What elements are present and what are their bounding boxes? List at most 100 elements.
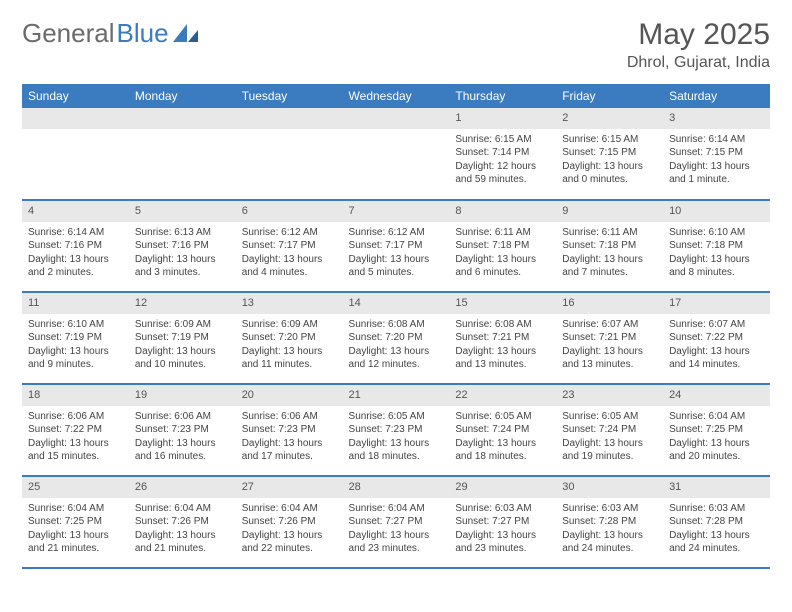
calendar-cell: 5 Sunrise: 6:13 AMSunset: 7:16 PMDaylight… [129,200,236,292]
daylight-text: Daylight: 13 hours and 21 minutes. [28,529,123,556]
calendar-cell: 14Sunrise: 6:08 AMSunset: 7:20 PMDayligh… [343,292,450,384]
calendar-cell [22,108,129,200]
daylight-text: Daylight: 13 hours and 13 minutes. [455,345,550,372]
calendar-cell: 22Sunrise: 6:05 AMSunset: 7:24 PMDayligh… [449,384,556,476]
calendar-cell: 3Sunrise: 6:14 AMSunset: 7:15 PMDaylight… [663,108,770,200]
sunrise-text: Sunrise: 6:15 AM [455,133,550,147]
daylight-text: Daylight: 13 hours and 11 minutes. [242,345,337,372]
daylight-text: Daylight: 13 hours and 12 minutes. [349,345,444,372]
calendar-row: 25Sunrise: 6:04 AMSunset: 7:25 PMDayligh… [22,476,770,568]
calendar-cell: 1Sunrise: 6:15 AMSunset: 7:14 PMDaylight… [449,108,556,200]
day-number: 14 [343,293,450,314]
day-number: 4 [22,201,129,222]
day-details: Sunrise: 6:08 AMSunset: 7:20 PMDaylight:… [343,314,450,378]
logo-text-gray: General [22,18,115,49]
day-details: Sunrise: 6:04 AMSunset: 7:27 PMDaylight:… [343,498,450,562]
day-details: Sunrise: 6:06 AMSunset: 7:23 PMDaylight:… [129,406,236,470]
day-details: Sunrise: 6:04 AMSunset: 7:25 PMDaylight:… [22,498,129,562]
daylight-text: Daylight: 13 hours and 8 minutes. [669,253,764,280]
calendar-cell: 29 Sunrise: 6:03 AMSunset: 7:27 PMDayligh… [449,476,556,568]
daylight-text: Daylight: 13 hours and 7 minutes. [562,253,657,280]
calendar-cell: 26Sunrise: 6:04 AMSunset: 7:26 PMDayligh… [129,476,236,568]
calendar-cell: 16Sunrise: 6:07 AMSunset: 7:21 PMDayligh… [556,292,663,384]
day-details [343,129,450,139]
weekday-header: Thursday [449,84,556,108]
calendar-cell [343,108,450,200]
day-number: 21 [343,385,450,406]
sunset-text: Sunset: 7:18 PM [455,239,550,253]
daylight-text: Daylight: 13 hours and 15 minutes. [28,437,123,464]
sunrise-text: Sunrise: 6:06 AM [242,410,337,424]
calendar-row: 4Sunrise: 6:14 AMSunset: 7:16 PMDaylight… [22,200,770,292]
day-number [129,108,236,129]
sunrise-text: Sunrise: 6:07 AM [562,318,657,332]
day-number: 17 [663,293,770,314]
sunset-text: Sunset: 7:28 PM [669,515,764,529]
day-number: 29 [449,477,556,498]
day-details: Sunrise: 6:05 AMSunset: 7:24 PMDaylight:… [449,406,556,470]
calendar-cell: 17Sunrise: 6:07 AMSunset: 7:22 PMDayligh… [663,292,770,384]
calendar-cell: 8Sunrise: 6:11 AMSunset: 7:18 PMDaylight… [449,200,556,292]
day-number: 28 [343,477,450,498]
weekday-header: Friday [556,84,663,108]
calendar-cell: 7Sunrise: 6:12 AMSunset: 7:17 PMDaylight… [343,200,450,292]
sunset-text: Sunset: 7:26 PM [135,515,230,529]
day-details: Sunrise: 6:05 AMSunset: 7:23 PMDaylight:… [343,406,450,470]
day-details: Sunrise: 6:11 AMSunset: 7:18 PMDaylight:… [556,222,663,286]
sunrise-text: Sunrise: 6:04 AM [242,502,337,516]
calendar-cell: 9Sunrise: 6:11 AMSunset: 7:18 PMDaylight… [556,200,663,292]
calendar-cell [236,108,343,200]
day-number: 24 [663,385,770,406]
sunset-text: Sunset: 7:15 PM [669,146,764,160]
weekday-header: Wednesday [343,84,450,108]
daylight-text: Daylight: 13 hours and 20 minutes. [669,437,764,464]
calendar-cell: 24Sunrise: 6:04 AMSunset: 7:25 PMDayligh… [663,384,770,476]
daylight-text: Daylight: 13 hours and 24 minutes. [562,529,657,556]
day-details: Sunrise: 6:04 AMSunset: 7:25 PMDaylight:… [663,406,770,470]
day-number: 5 [129,201,236,222]
sunrise-text: Sunrise: 6:04 AM [135,502,230,516]
day-details [236,129,343,139]
sunrise-text: Sunrise: 6:03 AM [455,502,550,516]
sunset-text: Sunset: 7:25 PM [669,423,764,437]
day-details: Sunrise: 6:14 AMSunset: 7:16 PMDaylight:… [22,222,129,286]
calendar-cell: 30Sunrise: 6:03 AMSunset: 7:28 PMDayligh… [556,476,663,568]
weekday-header: Monday [129,84,236,108]
title-block: May 2025 Dhrol, Gujarat, India [627,18,770,72]
sunrise-text: Sunrise: 6:09 AM [135,318,230,332]
header: GeneralBlue May 2025 Dhrol, Gujarat, Ind… [22,18,770,72]
calendar-cell: 31Sunrise: 6:03 AMSunset: 7:28 PMDayligh… [663,476,770,568]
calendar-cell: 18Sunrise: 6:06 AMSunset: 7:22 PMDayligh… [22,384,129,476]
daylight-text: Daylight: 13 hours and 22 minutes. [242,529,337,556]
calendar-cell: 2Sunrise: 6:15 AMSunset: 7:15 PMDaylight… [556,108,663,200]
day-number: 19 [129,385,236,406]
calendar-cell: 23Sunrise: 6:05 AMSunset: 7:24 PMDayligh… [556,384,663,476]
day-number: 25 [22,477,129,498]
sunrise-text: Sunrise: 6:06 AM [135,410,230,424]
daylight-text: Daylight: 13 hours and 6 minutes. [455,253,550,280]
sunset-text: Sunset: 7:27 PM [455,515,550,529]
daylight-text: Daylight: 13 hours and 9 minutes. [28,345,123,372]
day-details: Sunrise: 6:10 AMSunset: 7:18 PMDaylight:… [663,222,770,286]
day-number: 27 [236,477,343,498]
daylight-text: Daylight: 13 hours and 14 minutes. [669,345,764,372]
sunset-text: Sunset: 7:27 PM [349,515,444,529]
day-number: 22 [449,385,556,406]
sunset-text: Sunset: 7:16 PM [135,239,230,253]
daylight-text: Daylight: 13 hours and 23 minutes. [349,529,444,556]
day-number: 15 [449,293,556,314]
daylight-text: Daylight: 13 hours and 4 minutes. [242,253,337,280]
sunrise-text: Sunrise: 6:08 AM [455,318,550,332]
sunset-text: Sunset: 7:24 PM [455,423,550,437]
day-details: Sunrise: 6:07 AMSunset: 7:22 PMDaylight:… [663,314,770,378]
sunrise-text: Sunrise: 6:03 AM [562,502,657,516]
sunrise-text: Sunrise: 6:15 AM [562,133,657,147]
day-details: Sunrise: 6:04 AMSunset: 7:26 PMDaylight:… [129,498,236,562]
day-details: Sunrise: 6:09 AMSunset: 7:19 PMDaylight:… [129,314,236,378]
day-details: Sunrise: 6:12 AMSunset: 7:17 PMDaylight:… [343,222,450,286]
day-details: Sunrise: 6:14 AMSunset: 7:15 PMDaylight:… [663,129,770,193]
daylight-text: Daylight: 13 hours and 3 minutes. [135,253,230,280]
sunrise-text: Sunrise: 6:13 AM [135,226,230,240]
daylight-text: Daylight: 13 hours and 23 minutes. [455,529,550,556]
daylight-text: Daylight: 13 hours and 21 minutes. [135,529,230,556]
